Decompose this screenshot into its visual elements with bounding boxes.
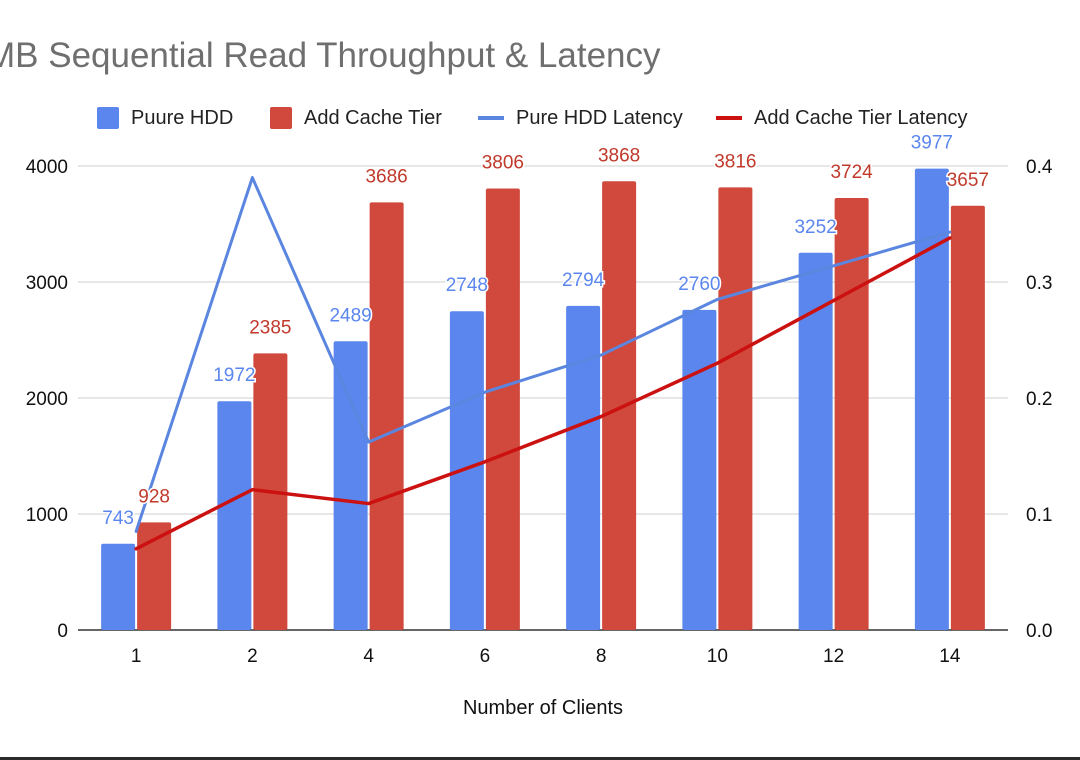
- y2-tick-label: 0.2: [1026, 389, 1052, 410]
- x-tick-label: 10: [707, 646, 728, 667]
- bar-puure-hdd: [333, 341, 368, 630]
- x-tick-label: 4: [363, 646, 374, 667]
- y-tick-label: 3000: [26, 273, 68, 294]
- bar-add-cache-tier: [602, 181, 637, 630]
- line-pure-hdd-latency: [134, 176, 952, 533]
- data-label-add-cache-tier: 3657: [947, 170, 989, 191]
- bar-puure-hdd: [798, 252, 833, 630]
- legend-label-puure-hdd: Puure HDD: [131, 106, 234, 129]
- data-label-add-cache-tier: 3686: [365, 166, 407, 187]
- line-add-cache-tier-latency: [134, 236, 952, 551]
- x-axis-title: Number of Clients: [462, 697, 624, 719]
- data-label-puure-hdd: 743: [102, 508, 134, 529]
- data-label-puure-hdd: 2760: [678, 274, 720, 295]
- bar-add-cache-tier: [718, 187, 753, 630]
- legend-swatch-puure-hdd: [97, 107, 119, 129]
- x-tick-label: 6: [480, 646, 491, 667]
- legend-item-pure-hdd-latency: Pure HDD Latency: [478, 104, 683, 132]
- bar-add-cache-tier: [137, 522, 172, 630]
- bar-puure-hdd: [566, 305, 601, 630]
- y2-tick-label: 0.4: [1026, 157, 1053, 178]
- legend-swatch-pure-hdd-latency: [478, 116, 504, 120]
- legend-item-puure-hdd: Puure HDD: [97, 104, 233, 132]
- bar-add-cache-tier: [369, 202, 404, 630]
- y-tick-label: 1000: [26, 505, 68, 526]
- data-label-puure-hdd: 2794: [562, 270, 605, 291]
- y-tick-label: 2000: [26, 389, 68, 410]
- y2-tick-label: 0.0: [1026, 621, 1052, 642]
- data-label-puure-hdd: 2489: [329, 305, 371, 326]
- bar-add-cache-tier: [485, 188, 520, 630]
- data-label-puure-hdd: 3977: [911, 133, 953, 154]
- y-tick-label: 4000: [26, 157, 68, 178]
- data-label-add-cache-tier: 3868: [598, 145, 640, 166]
- legend-label-add-cache-tier-latency: Add Cache Tier Latency: [754, 106, 968, 129]
- data-label-add-cache-tier: 3816: [714, 151, 756, 172]
- bottom-divider: [0, 757, 1080, 760]
- y-tick-label: 0: [57, 621, 68, 642]
- bar-puure-hdd: [914, 168, 949, 630]
- x-tick-label: 14: [939, 646, 961, 667]
- data-label-add-cache-tier: 2385: [249, 317, 291, 338]
- x-tick-label: 12: [823, 646, 844, 667]
- chart-title: MB Sequential Read Throughput & Latency: [0, 36, 661, 75]
- legend-label-pure-hdd-latency: Pure HDD Latency: [516, 106, 683, 129]
- x-tick-label: 8: [596, 646, 607, 667]
- bar-puure-hdd: [101, 543, 136, 630]
- data-label-add-cache-tier: 3806: [482, 153, 524, 174]
- legend-item-add-cache-tier: Add Cache Tier: [270, 104, 442, 132]
- bar-add-cache-tier: [950, 205, 985, 630]
- bar-puure-hdd: [449, 311, 484, 630]
- data-label-puure-hdd: 1972: [213, 365, 255, 386]
- x-tick-label: 1: [131, 646, 142, 667]
- bar-puure-hdd: [217, 401, 252, 630]
- data-label-add-cache-tier: 928: [138, 486, 170, 507]
- legend-item-add-cache-tier-latency: Add Cache Tier Latency: [716, 104, 967, 132]
- data-label-puure-hdd: 2748: [446, 275, 488, 296]
- y2-tick-label: 0.1: [1026, 505, 1052, 526]
- legend-label-add-cache-tier: Add Cache Tier: [304, 106, 442, 129]
- legend: Puure HDD Add Cache Tier Pure HDD Latenc…: [0, 104, 1080, 132]
- data-label-add-cache-tier: 3724: [830, 162, 873, 183]
- y2-tick-label: 0.3: [1026, 273, 1052, 294]
- legend-swatch-add-cache-tier: [270, 107, 292, 129]
- bar-add-cache-tier: [834, 198, 869, 631]
- bar-puure-hdd: [682, 309, 717, 630]
- data-label-puure-hdd: 3252: [794, 217, 836, 238]
- legend-swatch-add-cache-tier-latency: [716, 116, 742, 120]
- x-tick-label: 2: [247, 646, 258, 667]
